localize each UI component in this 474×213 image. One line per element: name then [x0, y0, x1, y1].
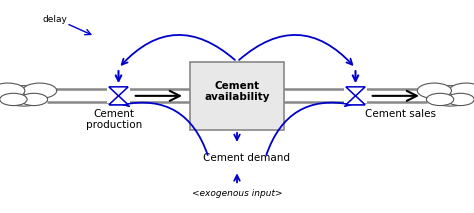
- Polygon shape: [109, 96, 128, 105]
- Text: Cement demand: Cement demand: [203, 153, 290, 163]
- Text: Cement
production: Cement production: [86, 109, 142, 130]
- Circle shape: [0, 93, 27, 106]
- Polygon shape: [109, 87, 128, 96]
- Circle shape: [20, 93, 47, 106]
- Polygon shape: [346, 96, 365, 105]
- Bar: [190, 88, 284, 103]
- Bar: [344, 88, 367, 103]
- Text: Cement
availability: Cement availability: [204, 81, 270, 102]
- Circle shape: [0, 83, 25, 98]
- Polygon shape: [346, 96, 365, 105]
- Circle shape: [417, 83, 451, 98]
- Circle shape: [1, 86, 46, 106]
- Circle shape: [23, 83, 57, 98]
- Bar: [107, 88, 130, 103]
- Polygon shape: [346, 87, 365, 96]
- Circle shape: [427, 93, 454, 106]
- Polygon shape: [109, 96, 128, 105]
- Polygon shape: [109, 87, 128, 96]
- Circle shape: [449, 83, 474, 98]
- Text: delay: delay: [43, 15, 67, 24]
- Circle shape: [447, 93, 474, 106]
- FancyBboxPatch shape: [190, 62, 284, 130]
- Polygon shape: [346, 87, 365, 96]
- Text: <exogenous input>: <exogenous input>: [192, 189, 282, 198]
- Circle shape: [428, 86, 473, 106]
- Text: Cement sales: Cement sales: [365, 109, 436, 119]
